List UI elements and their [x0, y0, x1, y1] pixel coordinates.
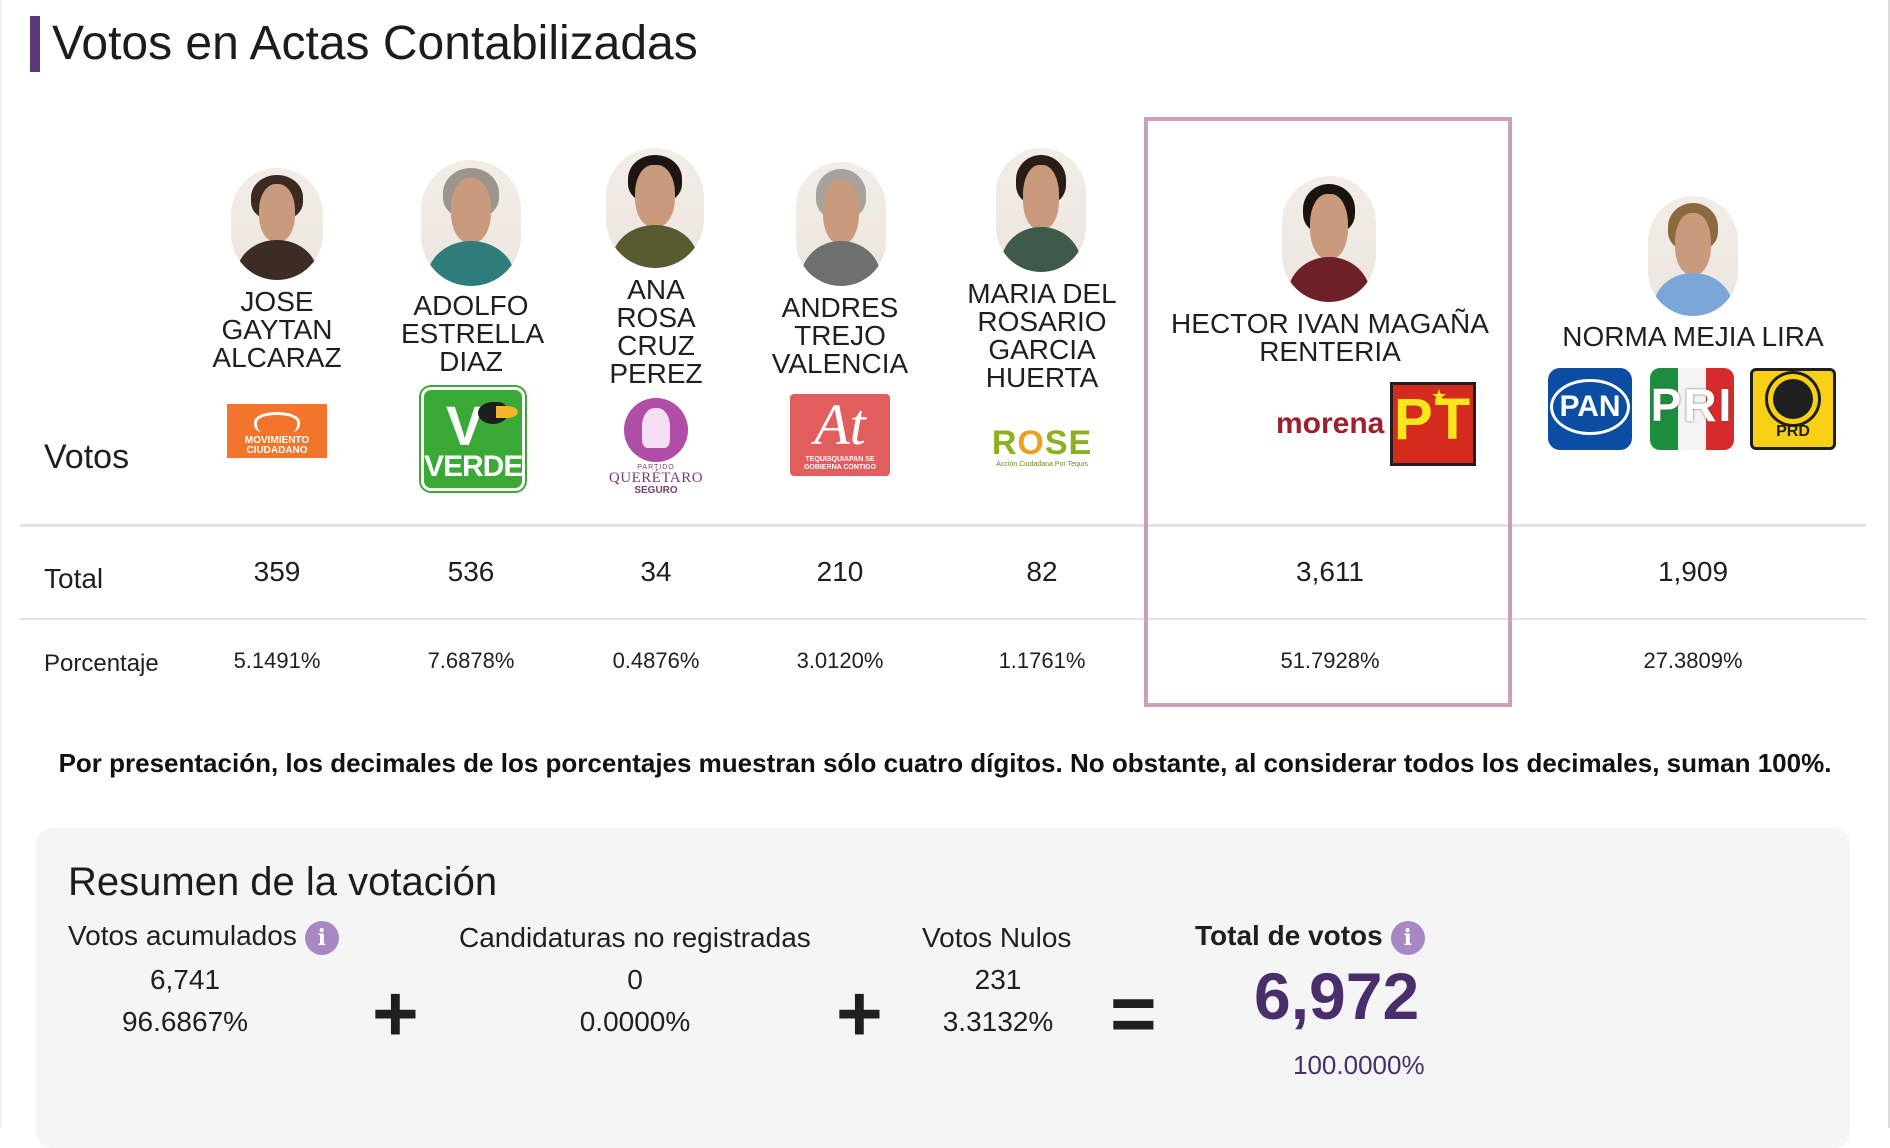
summary-title: Resumen de la votación — [68, 860, 498, 904]
sun-icon — [1773, 379, 1813, 419]
candidate-photo — [1282, 176, 1376, 302]
logo-text: PT — [1393, 387, 1473, 452]
row-label-votos: Votos — [44, 438, 130, 476]
logo-text: VERDE — [424, 450, 523, 483]
row-label-porcentaje: Porcentaje — [44, 650, 159, 677]
candidate-total: 536 — [447, 556, 495, 587]
info-icon[interactable]: i — [1390, 920, 1425, 955]
candidate-column-hector-ivan[interactable]: HECTOR IVAN MAGAÑA RENTERIA morena ★ PT … — [1160, 0, 1500, 720]
candidate-total: 3,611 — [1296, 556, 1364, 587]
table-divider — [20, 618, 1866, 620]
eagle-icon — [254, 412, 300, 432]
rose-logo: ROSE Acción Ciudadana Por Tequis — [987, 425, 1097, 473]
candidate-name: ANA ROSA CRUZ PEREZ — [609, 274, 703, 389]
votos-nulos-value: 231 — [974, 964, 1022, 995]
candidate-total: 359 — [253, 556, 301, 587]
candidaturas-no-registradas-percent: 0.0000% — [579, 1006, 691, 1037]
candidate-name: JOSE GAYTAN ALCARAZ — [212, 286, 342, 373]
candidaturas-no-registradas-value: 0 — [627, 964, 643, 995]
prd-logo: PRD — [1750, 368, 1836, 450]
star-icon: ★ — [1431, 386, 1448, 406]
vote-summary-panel — [36, 828, 1850, 1148]
tequisquiapan-logo: At TEQUISQUIAPAN SE GOBIERNA CONTIGO — [790, 394, 890, 476]
candidate-percent: 5.1491% — [233, 648, 321, 673]
votos-acumulados-percent: 96.6867% — [121, 1006, 249, 1037]
total-de-votos-label: Total de votos i — [1195, 920, 1425, 955]
candidaturas-no-registradas-label: Candidaturas no registradas — [459, 922, 811, 953]
candidate-photo — [796, 162, 886, 286]
logo-text: PRI — [1650, 379, 1734, 431]
plus-operator: + — [372, 969, 419, 1058]
plus-operator: + — [836, 969, 883, 1058]
candidate-name: ADOLFO ESTRELLA DIAZ — [401, 290, 545, 377]
candidate-total: 34 — [640, 556, 672, 587]
candidate-photo — [606, 148, 704, 268]
label-text: Votos acumulados — [68, 920, 297, 951]
votos-nulos-percent: 3.3132% — [942, 1006, 1054, 1037]
votos-acumulados-label: Votos acumulados i — [68, 920, 339, 955]
candidate-column-norma-mejia[interactable]: NORMA MEJIA LIRA PAN PRI PRD 1,909 27.38… — [1538, 0, 1848, 720]
movimiento-ciudadano-logo: MOVIMIENTO CIUDADANO — [227, 404, 327, 458]
candidate-percent: 27.3809% — [1643, 648, 1743, 673]
candidate-photo — [1648, 196, 1738, 316]
page-edge-right — [1888, 0, 1890, 1128]
candidate-column-jose-gaytan[interactable]: JOSE GAYTAN ALCARAZ MOVIMIENTO CIUDADANO… — [203, 0, 351, 720]
votos-nulos-label: Votos Nulos — [922, 922, 1072, 953]
morena-logo: morena — [1276, 407, 1385, 440]
grand-total-percent: 100.0000% — [1293, 1050, 1425, 1080]
logo-text: QUERÉTARO — [608, 470, 704, 486]
candidate-percent: 0.4876% — [612, 648, 700, 673]
candidate-total: 82 — [1026, 556, 1058, 587]
candidate-percent: 7.6878% — [427, 648, 515, 673]
candidate-percent: 3.0120% — [796, 648, 884, 673]
logo-text: SEGURO — [634, 485, 678, 496]
percentage-note: Por presentación, los decimales de los p… — [58, 748, 1832, 778]
logo-text: MOVIMIENTO CIUDADANO — [244, 435, 310, 456]
candidate-name: NORMA MEJIA LIRA — [1562, 321, 1824, 352]
candidate-total: 1,909 — [1657, 556, 1729, 587]
grand-total-value: 6,972 — [1254, 959, 1420, 1033]
candidate-total: 210 — [816, 556, 864, 587]
logo-text: PAN — [1550, 379, 1630, 435]
toucan-beak-icon — [496, 406, 518, 418]
logo-text: TEQUISQUIAPAN SE GOBIERNA CONTIGO — [803, 456, 877, 471]
candidate-percent: 51.7928% — [1280, 648, 1380, 673]
candidate-column-andres-trejo[interactable]: ANDRES TREJO VALENCIA At TEQUISQUIAPAN S… — [770, 0, 910, 720]
candidate-column-maria-del-rosario[interactable]: MARIA DEL ROSARIO GARCIA HUERTA ROSE Acc… — [965, 0, 1119, 720]
page-title: Votos en Actas Contabilizadas — [52, 17, 698, 70]
table-divider — [20, 524, 1866, 527]
v-mark-icon: V — [446, 394, 484, 457]
candidate-name: ANDRES TREJO VALENCIA — [771, 292, 909, 379]
equals-operator: = — [1110, 969, 1157, 1058]
candidate-name: HECTOR IVAN MAGAÑA RENTERIA — [1171, 308, 1489, 367]
woman-silhouette-icon — [624, 398, 688, 462]
pri-logo: PRI — [1650, 368, 1734, 450]
candidate-column-ana-rosa[interactable]: ANA ROSA CRUZ PEREZ PARTIDO QUERÉTARO SE… — [596, 0, 716, 720]
queretaro-seguro-logo: PARTIDO QUERÉTARO SEGURO — [602, 398, 710, 496]
logo-text: PRD — [1776, 423, 1810, 440]
info-icon[interactable]: i — [304, 920, 339, 955]
pt-logo: ★ PT — [1390, 382, 1476, 466]
leading-candidate-highlight — [1144, 117, 1512, 707]
logo-text: Acción Ciudadana Por Tequis — [996, 461, 1088, 468]
row-label-total: Total — [44, 563, 104, 594]
logo-text: PARTIDO — [637, 464, 675, 471]
verde-logo: V VERDE — [421, 387, 525, 491]
candidate-percent: 1.1761% — [998, 648, 1086, 673]
logo-text: At — [814, 392, 866, 457]
pan-logo: PAN — [1548, 368, 1632, 450]
title-accent-bar — [30, 16, 40, 72]
candidate-photo — [421, 160, 521, 286]
candidate-photo — [231, 168, 323, 280]
candidate-photo — [996, 148, 1086, 272]
candidate-column-adolfo-estrella[interactable]: ADOLFO ESTRELLA DIAZ V VERDE 536 7.6878% — [401, 0, 545, 720]
candidate-name: MARIA DEL ROSARIO GARCIA HUERTA — [967, 278, 1117, 393]
votos-acumulados-value: 6,741 — [149, 964, 221, 995]
logo-text: ROSE — [991, 424, 1093, 462]
label-text: Total de votos — [1195, 920, 1383, 951]
page-edge-left — [0, 0, 2, 1128]
